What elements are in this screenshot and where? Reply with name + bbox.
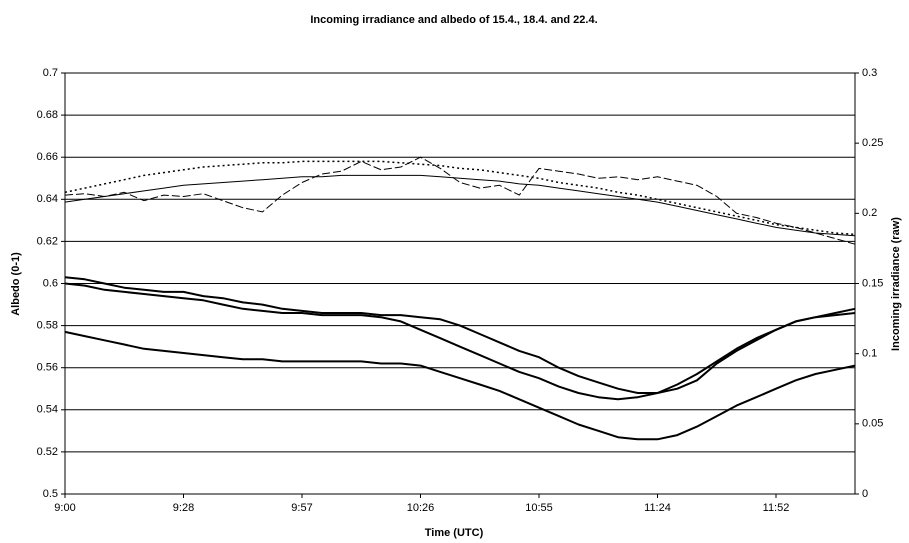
x-axis-label: Time (UTC) (425, 527, 484, 539)
y-axis-label: Albedo (0-1) (10, 252, 22, 316)
y2-tick-label: 0.15 (862, 277, 883, 289)
y-tick-label: 0.56 (37, 362, 58, 374)
y-tick-label: 0.54 (37, 404, 58, 416)
x-tick-label: 10:26 (407, 502, 435, 514)
y2-tick-label: 0 (862, 488, 868, 500)
x-tick-label: 11:52 (763, 502, 790, 514)
series-line (64, 156, 856, 245)
y2-axis-label: Incoming irradiance (raw) (890, 217, 902, 351)
x-tick-label: 9:28 (173, 502, 194, 514)
y-tick-label: 0.6 (43, 277, 58, 289)
y-tick-label: 0.62 (37, 235, 58, 247)
y2-tick-label: 0.1 (862, 348, 877, 360)
x-tick-label: 10:55 (525, 502, 553, 514)
y-tick-label: 0.5 (43, 488, 58, 500)
x-tick-label: 9:57 (291, 502, 312, 514)
series-line (64, 282, 856, 401)
y-tick-label: 0.68 (37, 109, 58, 121)
y-tick-label: 0.7 (43, 67, 58, 79)
y-tick-label: 0.66 (37, 151, 58, 163)
series-line (64, 330, 856, 441)
series-line (64, 276, 856, 394)
x-tick-label: 11:24 (644, 502, 671, 514)
x-tick-label: 9:00 (54, 502, 75, 514)
y-tick-label: 0.58 (37, 320, 58, 332)
y-tick-label: 0.52 (37, 446, 58, 458)
y-tick-label: 0.64 (37, 193, 58, 205)
series-line (64, 160, 856, 236)
y2-tick-label: 0.05 (862, 418, 883, 430)
chart-title: Incoming irradiance and albedo of 15.4.,… (310, 14, 597, 26)
y2-tick-label: 0.3 (862, 67, 877, 79)
y2-tick-label: 0.2 (862, 207, 877, 219)
y2-tick-label: 0.25 (862, 137, 883, 149)
series-line (64, 174, 856, 237)
